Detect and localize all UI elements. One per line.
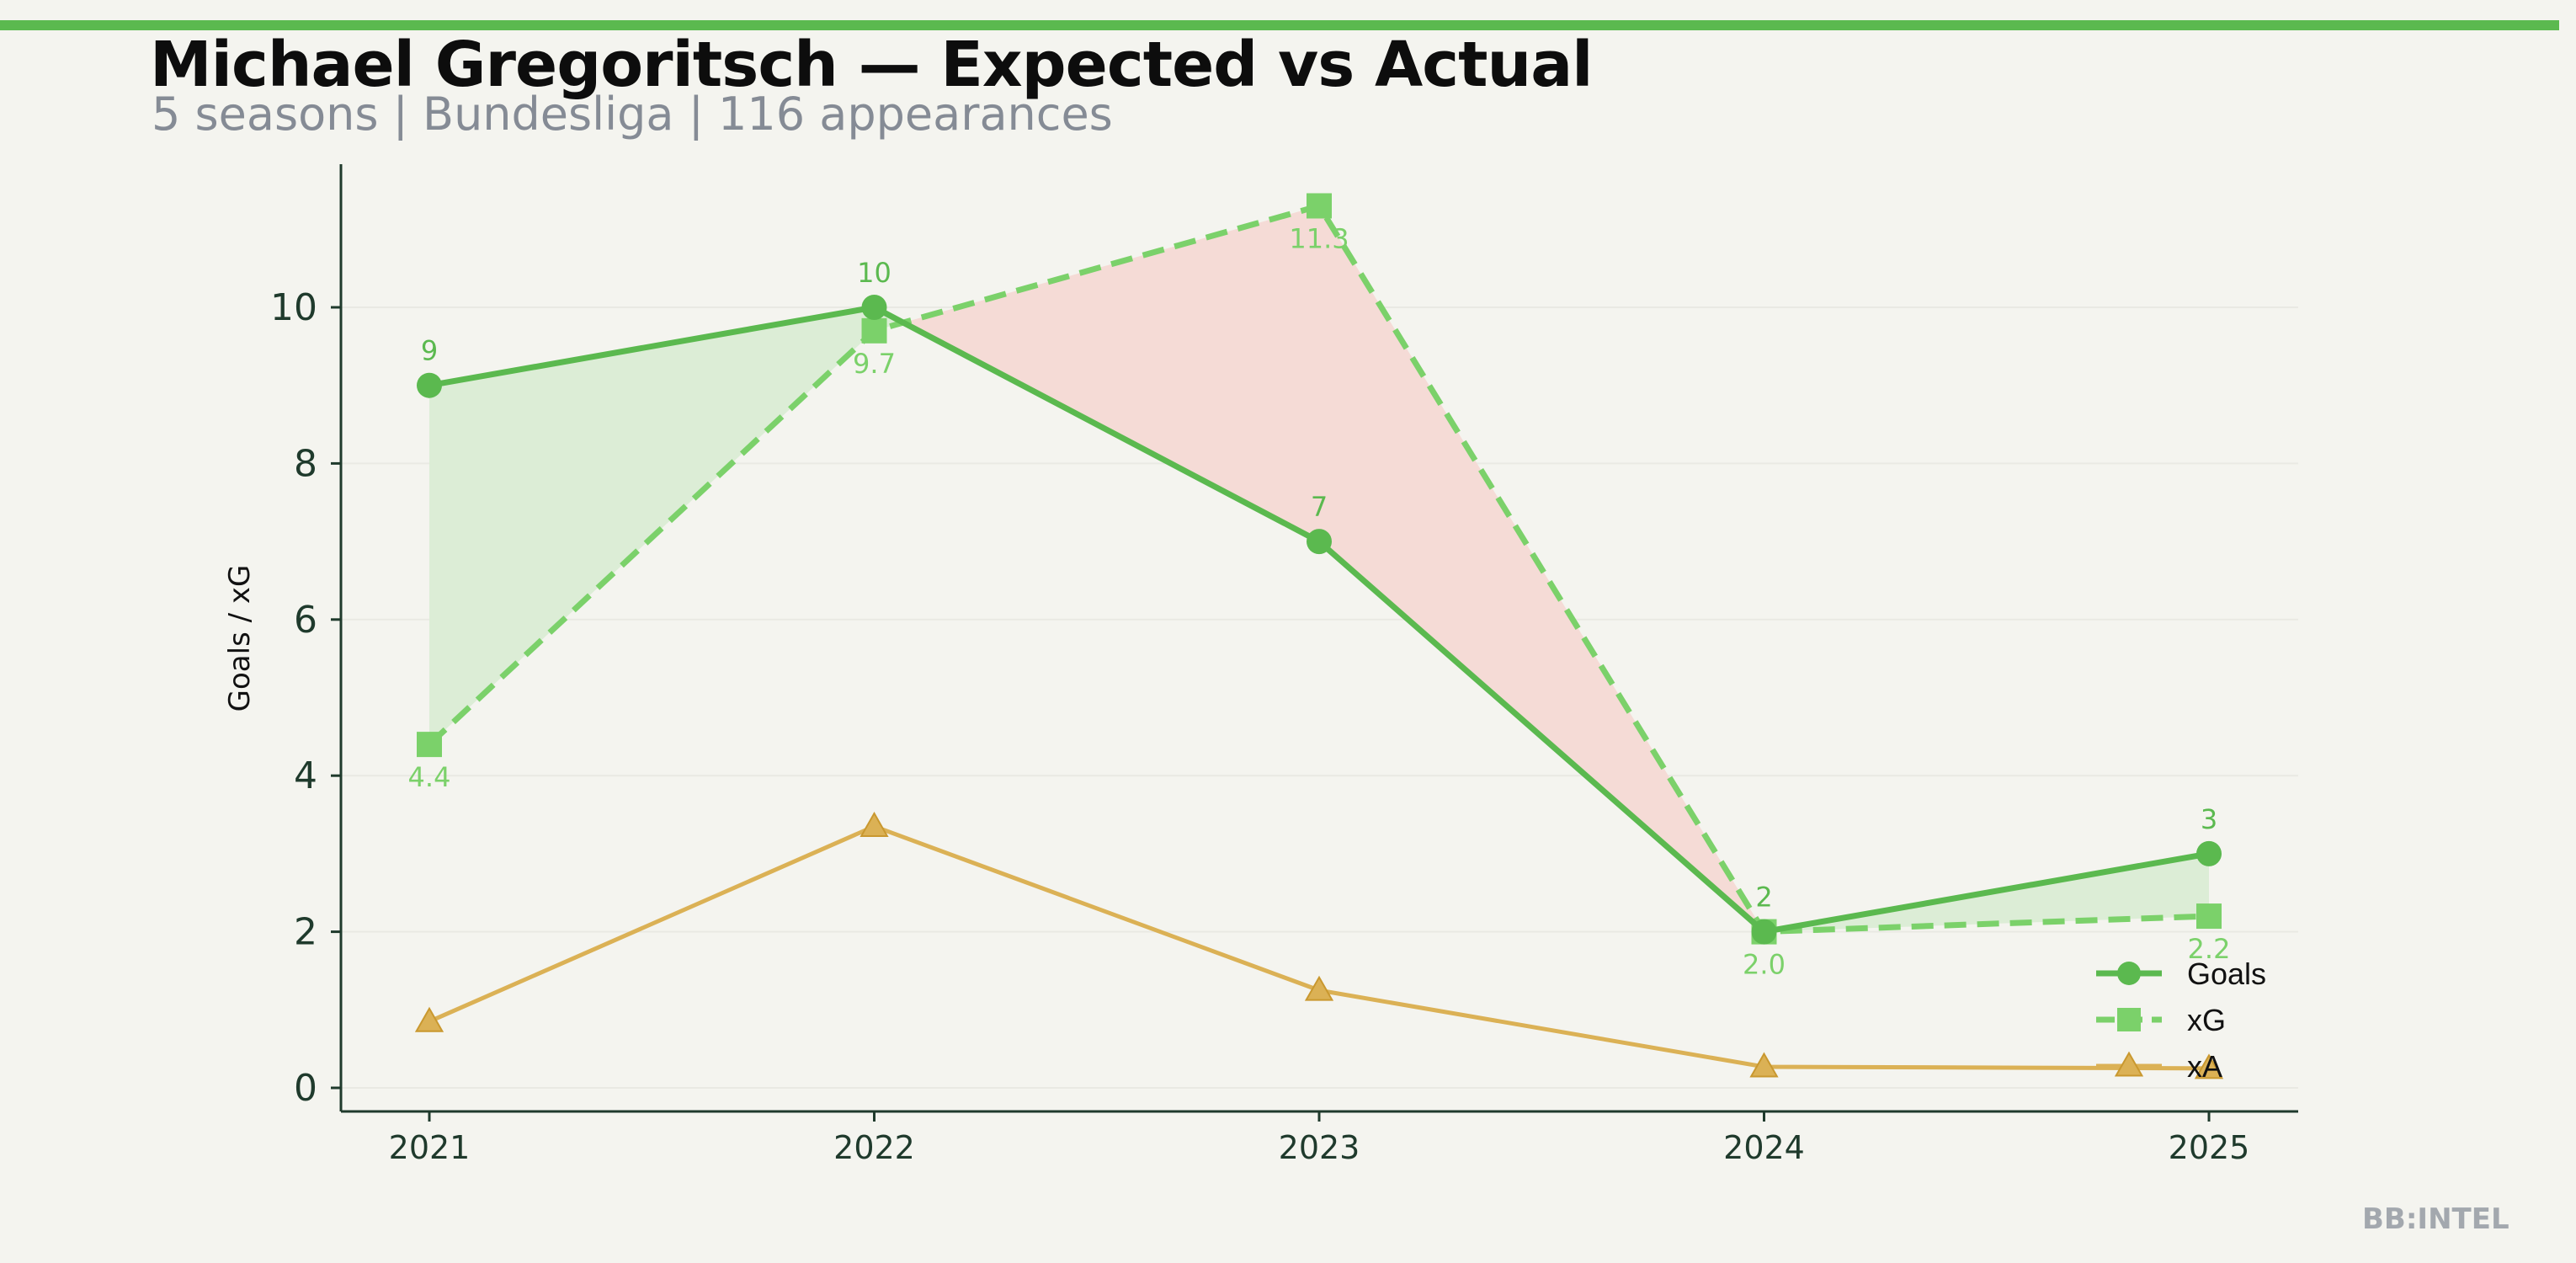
point-goals [861, 295, 887, 320]
data-label-xg: 9.7 [853, 348, 896, 380]
x-tick-label: 2022 [833, 1129, 915, 1166]
point-goals [417, 372, 442, 398]
data-label-xg: 4.4 [408, 761, 451, 793]
point-xa [414, 1006, 444, 1032]
label-layer: 9 10 7 2 3 4.4 9.7 11.3 2.0 2.2 [408, 222, 2231, 980]
chart-title: Michael Gregoritsch — Expected vs Actual [150, 29, 1594, 101]
legend-marker-xg [2117, 1008, 2141, 1031]
y-tick-label: 2 [294, 911, 317, 954]
y-tick-label: 6 [294, 599, 317, 642]
x-tick-label: 2023 [1279, 1129, 1360, 1166]
point-xa [1749, 1052, 1779, 1078]
series-layer [414, 193, 2224, 1079]
data-label-xg: 11.3 [1289, 222, 1349, 254]
y-tick-label: 10 [270, 286, 317, 329]
point-goals [1307, 529, 1332, 555]
point-xg [861, 317, 887, 344]
point-xa [1304, 975, 1334, 1001]
data-label-goals: 10 [857, 257, 891, 289]
legend-marker-xa [2114, 1051, 2144, 1077]
point-xa [2194, 1053, 2224, 1079]
watermark-logo: BB:INTEL [2362, 1202, 2509, 1236]
axes-layer: 0 2 4 6 8 10 2021 2022 2023 2024 2025 Goals / xG [223, 164, 2298, 1166]
fill-layer [429, 205, 2209, 932]
y-tick-label: 4 [294, 754, 317, 797]
point-xa [860, 812, 889, 838]
top-accent-bar [0, 20, 2559, 30]
data-label-goals: 7 [1311, 491, 1328, 523]
series-line-xa [428, 823, 2210, 1071]
legend-label-xg: xG [2187, 1003, 2226, 1037]
x-tick-label: 2024 [1723, 1129, 1805, 1166]
legend-label-xa: xA [2187, 1049, 2222, 1084]
legend-marker-goals [2117, 962, 2141, 985]
point-xg [417, 732, 442, 758]
data-label-goals: 3 [2201, 803, 2217, 835]
point-goals [2196, 840, 2222, 866]
point-xg [2196, 903, 2222, 930]
data-label-xg: 2.0 [1743, 949, 1786, 981]
x-tick-label: 2025 [2169, 1129, 2250, 1166]
y-axis-label: Goals / xG [223, 565, 257, 712]
overperformance-fill [429, 307, 875, 745]
x-tick-label: 2021 [389, 1129, 471, 1166]
data-label-goals: 2 [1755, 882, 1772, 914]
underperformance-fill [902, 205, 1319, 542]
y-tick-label: 0 [294, 1067, 317, 1110]
legend-label-goals: Goals [2187, 957, 2266, 991]
point-goals [1751, 919, 1777, 945]
data-label-goals: 9 [421, 335, 438, 367]
legend: Goals xG xA [2096, 957, 2266, 1084]
data-label-xg: 2.2 [2188, 933, 2231, 965]
chart-subtitle: 5 seasons | Bundesliga | 116 appearances [152, 88, 1113, 141]
point-xg [1307, 193, 1332, 219]
y-tick-label: 8 [294, 442, 317, 485]
